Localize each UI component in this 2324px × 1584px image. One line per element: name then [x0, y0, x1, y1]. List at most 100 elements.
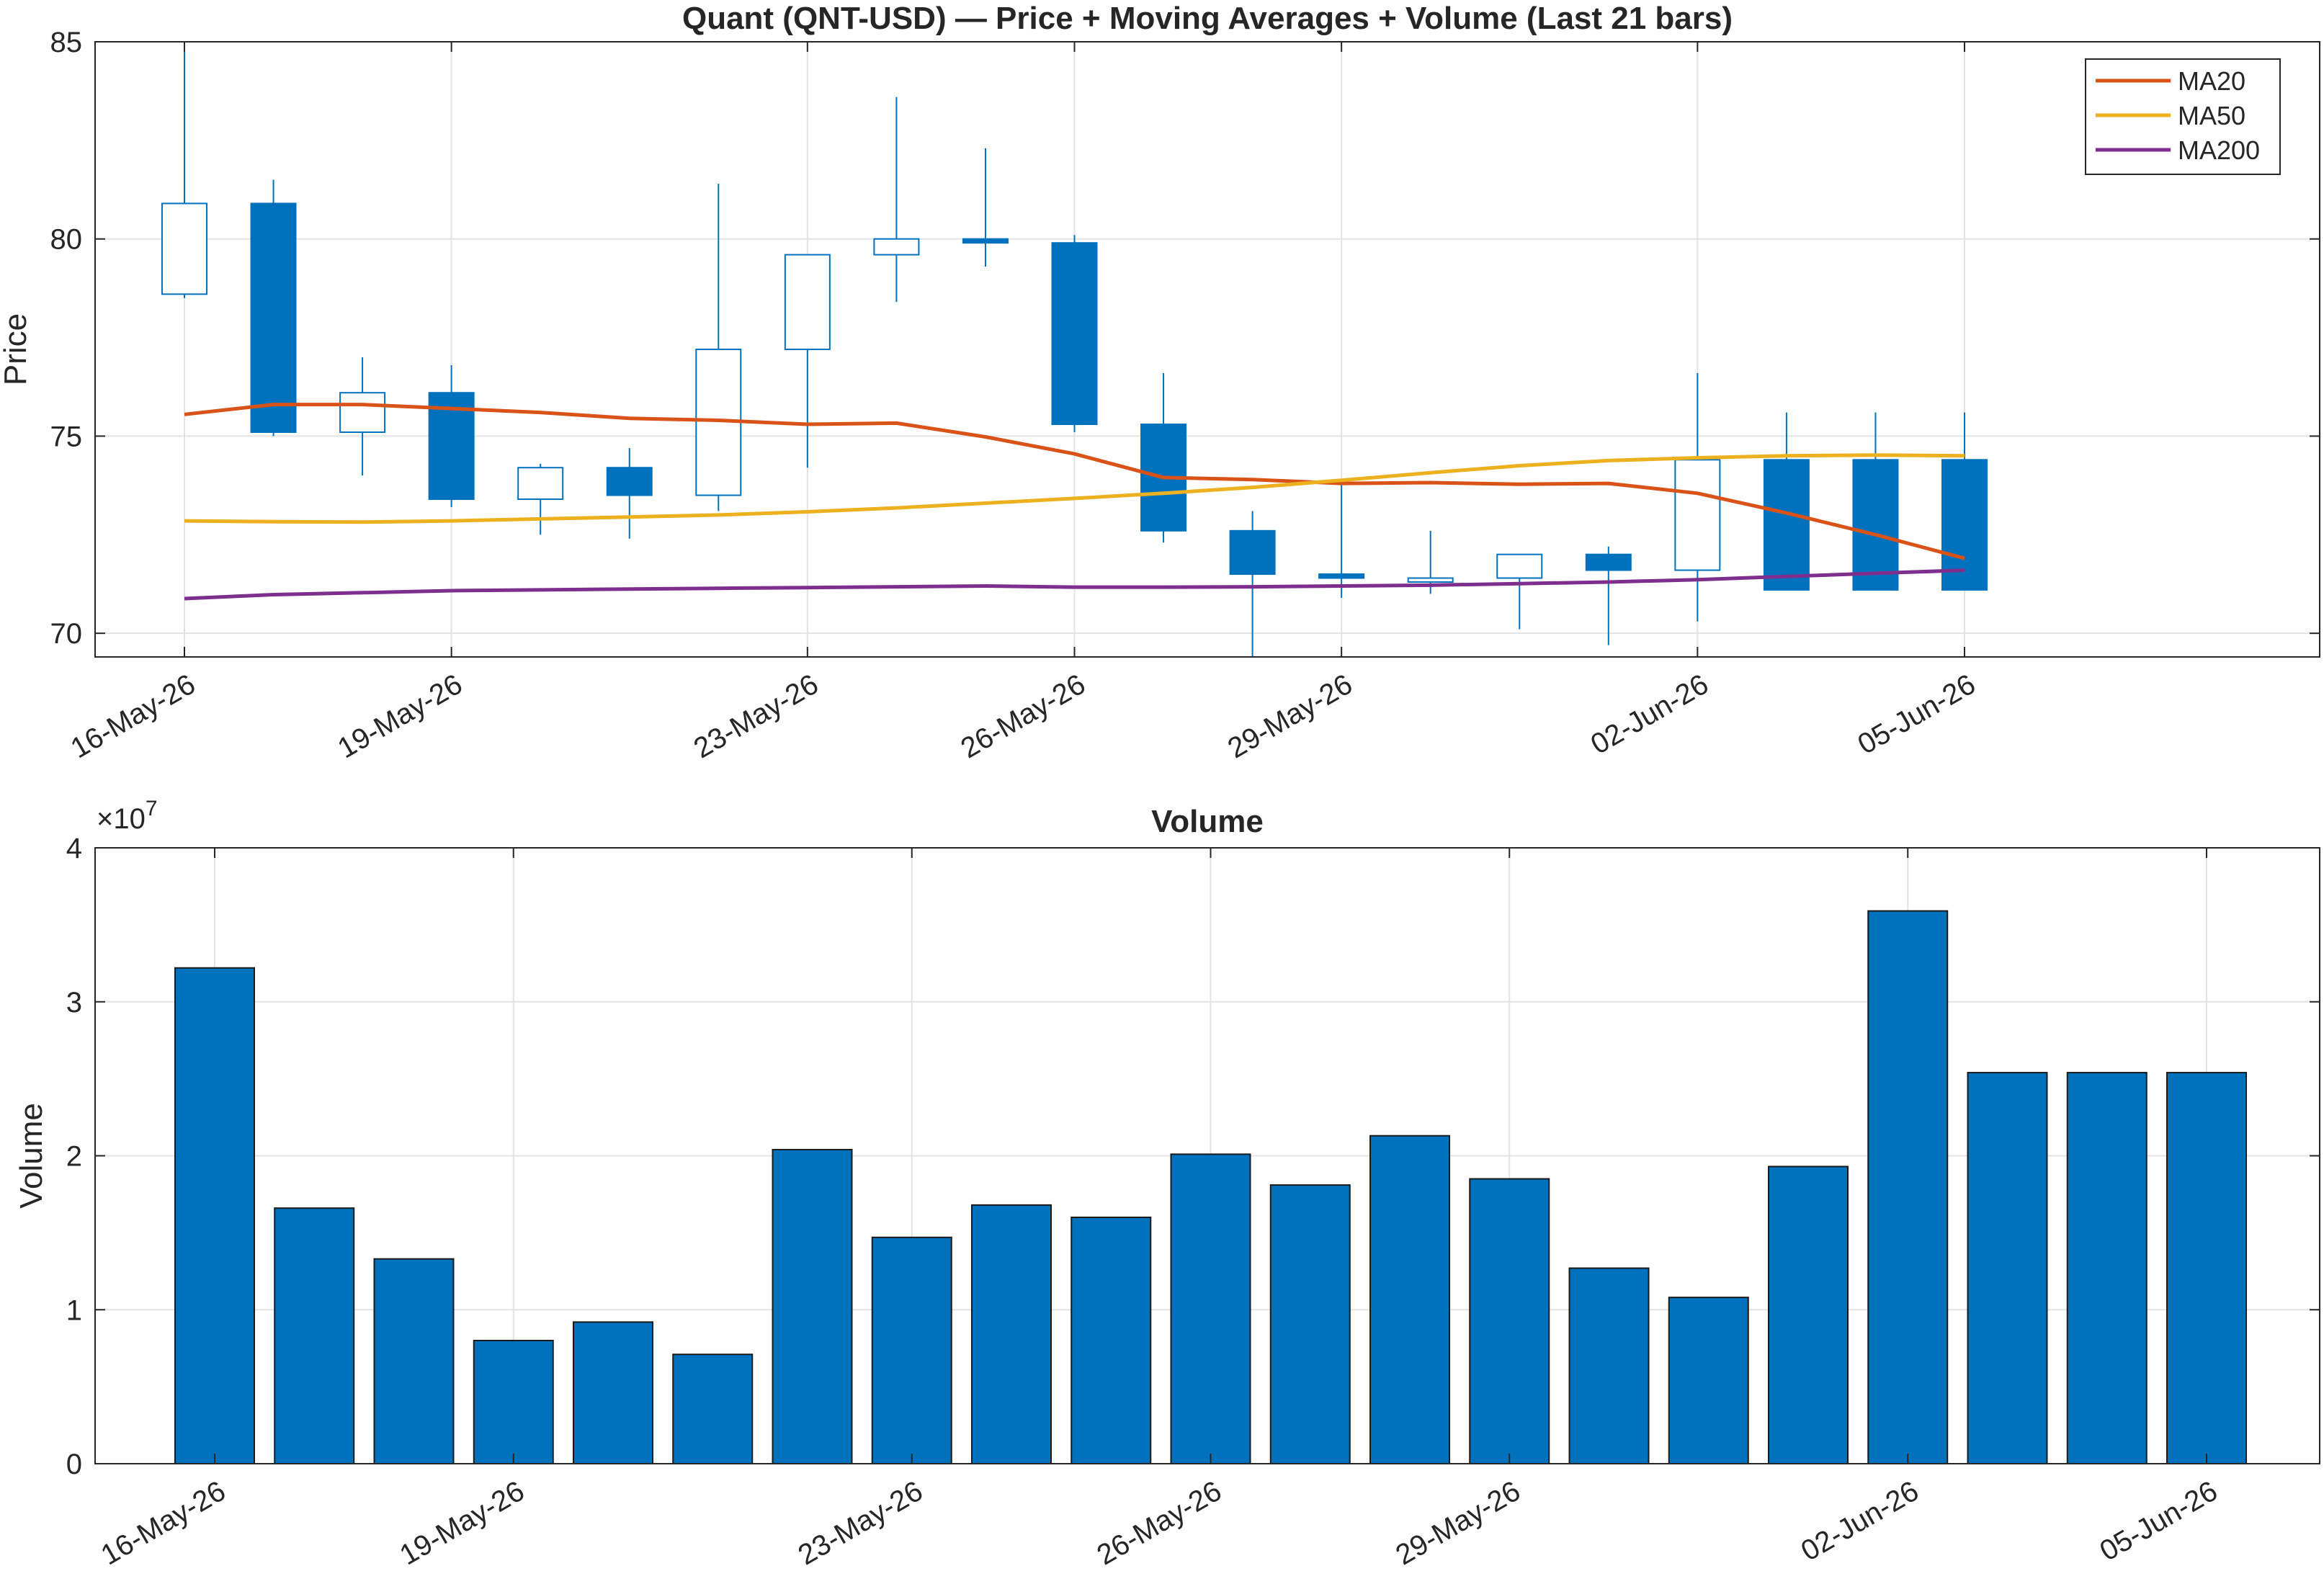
- volume-y-axis-label: Volume: [14, 1103, 49, 1209]
- candle: [1763, 412, 1810, 591]
- candle: [250, 179, 297, 437]
- price-y-axis-label: Price: [0, 313, 33, 385]
- price-ytick-label: 80: [50, 224, 83, 256]
- legend-label-ma20: MA20: [2178, 66, 2245, 96]
- volume-panel: 0 1 2 3 4 16-May-26 19-May-26 23-May-26 26-May-2…: [14, 797, 2320, 1571]
- candlesticks: [161, 42, 1988, 657]
- volume-xtick-label: 23-May-26: [793, 1475, 929, 1572]
- ma200-line: [184, 568, 1965, 601]
- volume-xtick-label: 16-May-26: [96, 1475, 231, 1572]
- candle-body-down: [250, 202, 297, 433]
- volume-bar: [1668, 1297, 1749, 1465]
- candle: [517, 463, 564, 535]
- price-xtick-label: 16-May-26: [66, 668, 201, 765]
- volume-xtick-label: 26-May-26: [1091, 1475, 1227, 1572]
- candle-body-down: [1763, 459, 1810, 591]
- volume-bars: [174, 910, 2247, 1465]
- volume-bar: [1469, 1178, 1550, 1464]
- candle-body-up: [339, 392, 386, 433]
- candle-body-up: [1674, 459, 1721, 571]
- volume-ytick-label: 1: [66, 1294, 82, 1326]
- volume-bar: [174, 967, 255, 1464]
- candle: [1496, 553, 1543, 630]
- candle-body-up: [517, 467, 564, 501]
- volume-bar: [573, 1321, 653, 1464]
- legend: MA20 MA50 MA200: [2085, 58, 2281, 175]
- volume-bar: [672, 1353, 754, 1465]
- moving-average-lines: [184, 403, 1965, 601]
- price-ytick-label: 70: [50, 618, 83, 650]
- volume-bar: [871, 1236, 952, 1464]
- candle-body-down: [1229, 529, 1276, 576]
- volume-bar: [1269, 1184, 1351, 1465]
- volume-ytick-label: 0: [66, 1449, 82, 1480]
- candle: [161, 42, 207, 298]
- price-axes-box: [94, 41, 2320, 658]
- price-xtick-label: 26-May-26: [955, 668, 1091, 765]
- volume-bar: [473, 1340, 554, 1464]
- volume-xtick-label: 02-Jun-26: [1796, 1475, 1924, 1567]
- candle: [1674, 372, 1721, 622]
- price-xtick-label: 19-May-26: [333, 668, 468, 765]
- candle-body-up: [1496, 553, 1543, 579]
- candle: [1318, 483, 1365, 598]
- price-xtick-label: 23-May-26: [689, 668, 824, 765]
- volume-bar: [971, 1204, 1052, 1465]
- volume-ytick-label: 4: [66, 833, 82, 864]
- candle: [1229, 511, 1276, 657]
- volume-exponent-label: ×107: [97, 797, 158, 835]
- candle-body-down: [1051, 242, 1098, 426]
- volume-bar: [1170, 1153, 1251, 1465]
- price-panel: 70 75 80 85 16-May-26 19-May-26 23-May-26 26-Ma…: [0, 1, 2320, 764]
- candle-body-down: [962, 238, 1009, 244]
- volume-bar: [772, 1148, 853, 1464]
- price-ytick-label: 85: [50, 27, 83, 58]
- volume-bar: [1568, 1267, 1650, 1464]
- ma50-line: [184, 453, 1965, 524]
- price-chart-title: Quant (QNT-USD) — Price + Moving Average…: [682, 1, 1733, 36]
- candle-body-down: [1852, 459, 1899, 591]
- volume-bar: [1369, 1135, 1450, 1465]
- candle-body-down: [1941, 459, 1988, 591]
- volume-bar: [2166, 1072, 2247, 1464]
- volume-bar: [373, 1258, 455, 1465]
- candle: [1585, 546, 1632, 645]
- candle: [606, 447, 653, 539]
- volume-bar: [1967, 1072, 2048, 1464]
- volume-ytick-label: 3: [66, 987, 82, 1019]
- candle-body-down: [606, 467, 653, 496]
- candle-body-up: [784, 254, 831, 350]
- candle: [1051, 235, 1098, 432]
- candle-body-up: [1407, 577, 1454, 583]
- volume-ytick-label: 2: [66, 1141, 82, 1173]
- volume-bar: [2066, 1072, 2148, 1464]
- volume-bar: [1867, 910, 1949, 1464]
- candle-body-up: [873, 238, 920, 256]
- candle: [1852, 412, 1899, 591]
- volume-chart-title: Volume: [1151, 804, 1264, 839]
- legend-label-ma200: MA200: [2178, 135, 2260, 165]
- candle: [873, 97, 920, 303]
- price-ytick-label: 75: [50, 421, 83, 452]
- legend-label-ma50: MA50: [2178, 101, 2245, 130]
- candle: [784, 254, 831, 468]
- candle: [962, 148, 1009, 267]
- exponent-power: 7: [146, 797, 158, 820]
- candle-body-up: [161, 202, 207, 295]
- volume-xtick-label: 05-Jun-26: [2095, 1475, 2223, 1567]
- ma20-line: [184, 403, 1965, 560]
- candle-body-down: [1318, 573, 1365, 579]
- exponent-base: ×10: [97, 803, 146, 835]
- volume-bar: [1768, 1165, 1849, 1465]
- price-xtick-label: 02-Jun-26: [1586, 668, 1714, 761]
- price-xtick-label: 29-May-26: [1223, 668, 1358, 765]
- volume-xtick-label: 29-May-26: [1390, 1475, 1526, 1572]
- candle: [1941, 412, 1988, 591]
- candle-body-down: [1585, 553, 1632, 571]
- volume-bar: [1071, 1217, 1152, 1464]
- volume-bar: [274, 1207, 355, 1465]
- volume-xtick-label: 19-May-26: [395, 1475, 530, 1572]
- candle: [339, 357, 386, 476]
- price-xtick-label: 05-Jun-26: [1853, 668, 1981, 761]
